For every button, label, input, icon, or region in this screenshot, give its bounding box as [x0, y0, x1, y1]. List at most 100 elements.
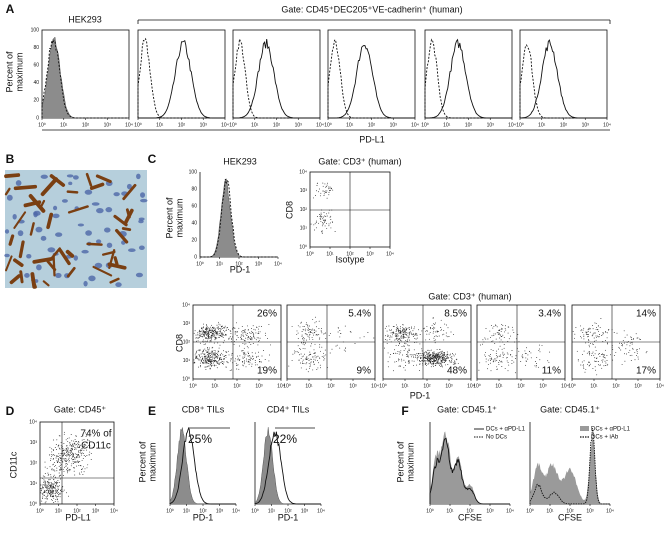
event-dot [208, 361, 209, 362]
event-dot [49, 454, 50, 455]
event-dot [52, 496, 53, 497]
event-dot [502, 362, 503, 363]
event-dot [252, 356, 253, 357]
event-dot [406, 328, 407, 329]
event-dot [323, 217, 324, 218]
event-dot [604, 355, 605, 356]
event-dot [525, 365, 526, 366]
event-dot [208, 357, 209, 358]
event-dot [308, 328, 309, 329]
event-dot [63, 443, 64, 444]
event-dot [234, 344, 235, 345]
event-dot [53, 476, 54, 477]
event-dot [46, 497, 47, 498]
event-dot [213, 363, 214, 364]
event-dot [55, 496, 56, 497]
event-dot [638, 359, 639, 360]
event-dot [76, 454, 77, 455]
event-dot [218, 324, 219, 325]
legend-label: DCs + αPD-L1 [591, 427, 631, 433]
event-dot [64, 432, 65, 433]
event-dot [245, 329, 246, 330]
event-dot [58, 446, 59, 447]
event-dot [239, 360, 240, 361]
event-dot [441, 320, 442, 321]
event-dot [242, 326, 243, 327]
event-dot [243, 350, 244, 351]
event-dot [204, 331, 205, 332]
event-dot [612, 347, 613, 348]
event-dot [434, 324, 435, 325]
event-dot [605, 350, 606, 351]
event-dot [587, 334, 588, 335]
event-dot [428, 363, 429, 364]
event-dot [252, 352, 253, 353]
event-dot [414, 335, 415, 336]
event-dot [495, 325, 496, 326]
event-dot [45, 491, 46, 492]
event-dot [312, 329, 313, 330]
event-dot [197, 332, 198, 333]
event-dot [262, 356, 263, 357]
event-dot [301, 322, 302, 323]
event-dot [529, 351, 530, 352]
event-dot [50, 485, 51, 486]
event-dot [256, 339, 257, 340]
event-dot [214, 354, 215, 355]
event-dot [411, 327, 412, 328]
event-dot [487, 368, 488, 369]
event-dot [54, 487, 55, 488]
event-dot [335, 231, 336, 232]
event-dot [51, 488, 52, 489]
event-dot [203, 332, 204, 333]
event-dot [213, 328, 214, 329]
event-dot [196, 335, 197, 336]
event-dot [498, 364, 499, 365]
event-dot [403, 367, 404, 368]
event-dot [388, 361, 389, 362]
event-dot [312, 357, 313, 358]
event-dot [404, 343, 405, 344]
event-dot [60, 493, 61, 494]
event-dot [48, 484, 49, 485]
event-dot [389, 337, 390, 338]
event-dot [405, 333, 406, 334]
event-dot [196, 356, 197, 357]
event-dot [588, 342, 589, 343]
event-dot [199, 356, 200, 357]
event-dot [407, 354, 408, 355]
event-dot [232, 336, 233, 337]
event-dot [631, 337, 632, 338]
event-dot [400, 352, 401, 353]
event-dot [234, 341, 235, 342]
event-dot [587, 364, 588, 365]
event-dot [209, 361, 210, 362]
event-dot [51, 483, 52, 484]
event-dot [526, 361, 527, 362]
event-dot [453, 362, 454, 363]
event-dot [57, 496, 58, 497]
event-dot [71, 451, 72, 452]
event-dot [56, 483, 57, 484]
event-dot [244, 344, 245, 345]
event-dot [72, 453, 73, 454]
event-dot [490, 354, 491, 355]
event-dot [51, 499, 52, 500]
event-dot [405, 362, 406, 363]
event-dot [265, 335, 266, 336]
event-dot [44, 482, 45, 483]
event-dot [439, 356, 440, 357]
event-dot [64, 450, 65, 451]
event-dot [398, 330, 399, 331]
event-dot [41, 501, 42, 502]
event-dot [51, 476, 52, 477]
event-dot [209, 338, 210, 339]
event-dot [85, 468, 86, 469]
event-dot [603, 332, 604, 333]
event-dot [59, 493, 60, 494]
event-dot [400, 350, 401, 351]
y-axis-label: maximum [14, 52, 24, 91]
event-dot [195, 338, 196, 339]
event-dot [203, 360, 204, 361]
event-dot [237, 359, 238, 360]
